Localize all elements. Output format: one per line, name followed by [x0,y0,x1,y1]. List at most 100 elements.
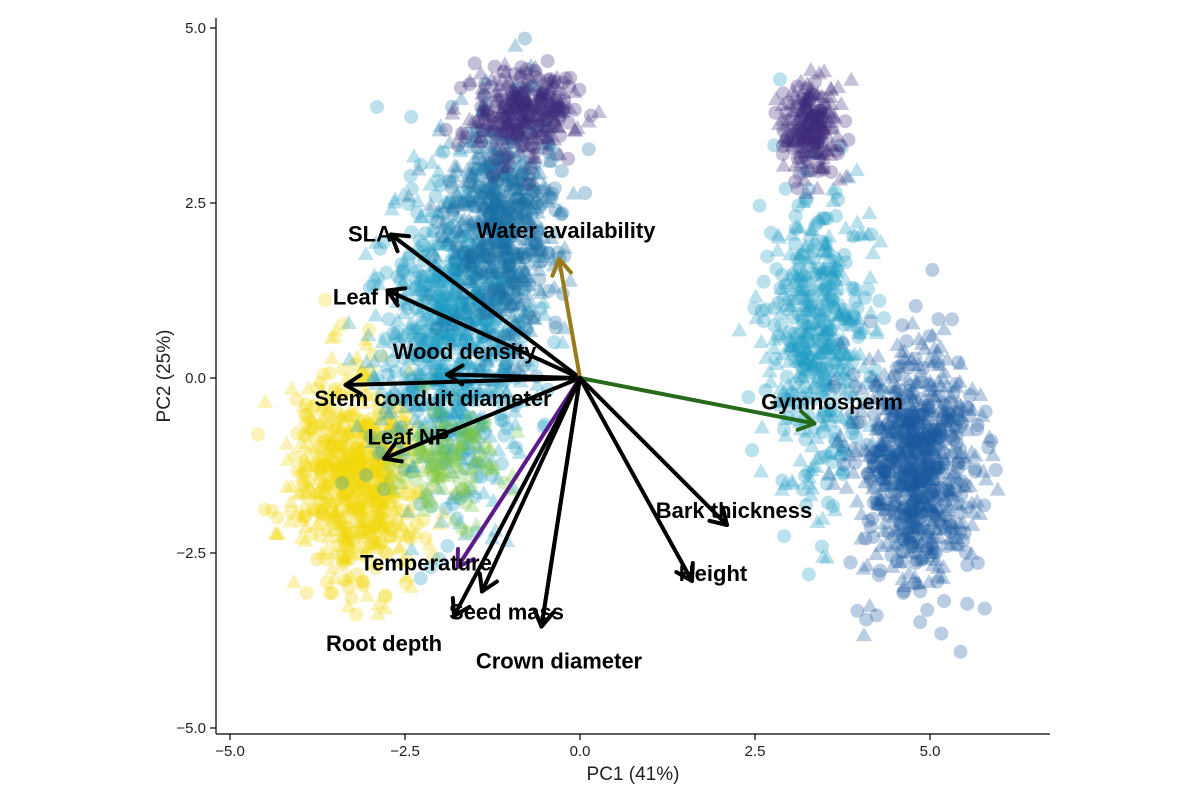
data-point [785,262,802,277]
data-point [500,208,517,223]
data-point [968,464,983,479]
data-point [383,201,400,216]
data-point [816,366,831,381]
data-point [359,539,376,554]
data-point [279,451,296,466]
data-point [471,456,486,471]
data-point [507,269,524,284]
data-point [797,356,812,371]
data-point [524,244,539,259]
data-point [435,220,452,235]
data-point [842,349,857,364]
data-point [815,418,832,433]
data-point [401,479,418,494]
data-point [950,394,967,409]
data-point [435,331,450,346]
data-point [335,527,352,542]
data-point [920,449,937,464]
data-point [251,427,265,442]
data-point [828,352,845,367]
data-point [507,207,524,222]
data-point [863,370,878,385]
data-point [282,513,299,528]
data-point [294,472,311,487]
data-point [512,126,529,141]
data-point [435,296,450,311]
data-point [298,483,315,498]
data-point [496,105,513,120]
data-point [795,330,812,345]
data-point [882,433,896,448]
data-point [307,502,322,516]
data-point [520,138,537,153]
data-point [460,390,477,405]
data-point [444,452,459,466]
data-point [866,495,881,510]
data-point [818,339,835,354]
data-point [913,335,930,350]
data-point [421,348,438,363]
data-point [346,501,361,516]
data-point [789,251,804,266]
data-point [314,504,329,519]
data-point [436,359,453,374]
data-point [371,460,386,475]
data-point [548,320,563,335]
data-point [455,301,470,316]
data-point [380,394,397,409]
data-point [339,452,354,467]
data-point [318,293,333,307]
data-point [914,392,929,406]
data-point [516,97,531,112]
data-point [374,477,391,492]
data-point [495,235,512,250]
data-point [471,227,488,242]
data-point [801,349,816,364]
data-point [483,342,500,357]
data-point [393,486,410,501]
data-point [490,341,507,356]
data-point [356,428,371,443]
data-point [800,380,817,395]
data-point [445,387,462,402]
data-point [442,248,459,263]
data-point [547,119,562,134]
data-point [353,525,370,540]
data-point [309,483,326,498]
data-point [942,482,959,497]
data-point [483,258,500,273]
data-point [467,343,482,358]
data-point [528,139,545,154]
data-point [515,265,530,280]
data-point [399,552,414,567]
data-point [373,482,388,497]
data-point [473,85,490,100]
data-point [417,362,432,377]
data-point [784,475,801,490]
data-point [495,282,512,297]
data-point [803,325,817,340]
data-point [313,461,330,476]
data-point [372,471,389,486]
data-point [487,282,502,297]
data-point [288,449,303,464]
data-point [516,115,533,130]
data-point [816,329,831,344]
data-point [782,297,799,312]
data-point [925,541,940,556]
data-point [903,444,920,459]
data-point [837,271,854,286]
data-point [866,458,883,473]
data-point [455,440,469,455]
data-point [299,585,314,600]
data-point [449,284,466,299]
data-point [320,458,335,473]
data-point [824,308,839,323]
data-point [886,495,901,509]
data-point [528,155,543,170]
data-point [514,79,531,94]
data-point [526,147,541,162]
data-point [907,375,924,390]
data-point [481,217,496,232]
data-point [503,106,520,121]
